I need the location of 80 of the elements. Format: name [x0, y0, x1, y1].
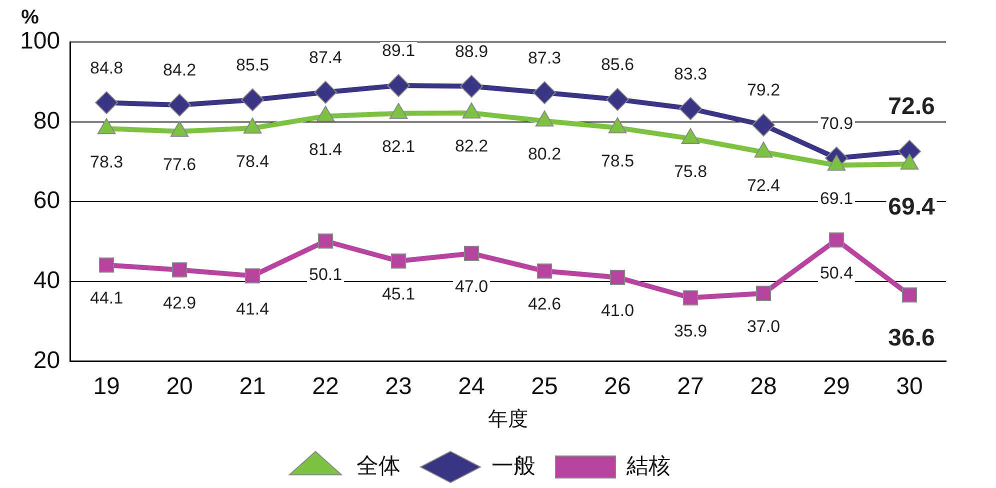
data-label: 82.1	[382, 137, 416, 156]
point	[610, 270, 626, 285]
data-label: 87.4	[308, 48, 342, 67]
point	[533, 81, 556, 104]
x-tick-label: 19	[93, 373, 120, 400]
point	[318, 234, 334, 249]
data-label: 69.4	[888, 194, 936, 221]
point	[606, 88, 630, 111]
point	[314, 80, 338, 104]
data-label: 78.5	[600, 151, 634, 170]
point	[460, 74, 484, 98]
data-label: 85.6	[600, 55, 634, 74]
legend-label: 結核	[626, 453, 670, 478]
data-label: 75.8	[674, 162, 708, 182]
data-label: 78.3	[90, 152, 124, 172]
point	[387, 74, 410, 97]
point	[828, 232, 844, 248]
point	[464, 246, 480, 262]
data-label: 72.6	[888, 92, 935, 120]
data-label: 36.6	[888, 324, 935, 352]
x-tick-label: 21	[239, 373, 266, 400]
point	[168, 94, 192, 117]
point	[682, 290, 698, 306]
y-tick-label: 60	[33, 187, 60, 214]
point	[172, 262, 188, 278]
data-label: 78.4	[236, 152, 270, 171]
point	[752, 113, 776, 136]
point	[679, 97, 702, 120]
data-label: 41.0	[600, 301, 634, 320]
data-label: 37.0	[746, 317, 780, 336]
data-label: 50.1	[308, 264, 342, 284]
data-label: 81.4	[308, 140, 342, 159]
x-tick-label: 26	[604, 373, 631, 400]
data-label: 42.6	[528, 294, 562, 314]
legend-label: 全体	[356, 453, 400, 478]
x-tick-label: 24	[458, 373, 485, 400]
data-label: 85.5	[236, 56, 270, 75]
x-axis-title: 年度	[488, 408, 528, 431]
data-label: 70.9	[820, 114, 854, 133]
point	[902, 287, 918, 303]
data-label: 83.3	[674, 64, 708, 84]
data-label: 80.2	[528, 144, 562, 164]
data-label: 41.4	[236, 300, 270, 318]
y-tick-label: 40	[33, 267, 60, 294]
y-tick-label: 20	[33, 346, 60, 374]
data-label: 89.1	[382, 41, 416, 60]
point	[95, 91, 118, 114]
data-label: 88.9	[454, 42, 488, 61]
point	[244, 268, 260, 284]
data-label: 79.2	[746, 80, 780, 100]
data-label: 47.0	[454, 277, 488, 296]
x-tick-label: 20	[166, 373, 193, 400]
data-label: 42.9	[162, 294, 196, 313]
data-label: 72.4	[746, 176, 780, 195]
point	[98, 257, 114, 273]
x-tick-label: 29	[823, 373, 850, 400]
point	[390, 253, 406, 269]
point	[536, 263, 552, 279]
point	[756, 286, 772, 301]
x-tick-label: 30	[896, 373, 923, 400]
x-tick-label: 22	[312, 373, 339, 400]
y-axis-title: %	[21, 6, 40, 29]
data-label: 50.4	[820, 264, 854, 283]
data-label: 82.2	[454, 136, 488, 156]
y-tick-label: 80	[33, 107, 60, 134]
y-tick-label: 100	[20, 28, 60, 55]
point	[241, 88, 264, 112]
x-tick-label: 23	[385, 373, 412, 400]
x-tick-label: 25	[531, 373, 558, 400]
x-tick-label: 27	[677, 373, 704, 400]
data-label: 84.2	[162, 60, 196, 80]
data-label: 45.1	[382, 284, 416, 304]
x-tick-label: 28	[750, 373, 777, 400]
data-label: 44.1	[90, 288, 124, 308]
legend-label: 一般	[492, 453, 536, 478]
data-label: 84.8	[90, 58, 124, 78]
data-label: 69.1	[820, 188, 854, 208]
data-label: 87.3	[528, 48, 562, 68]
data-label: 77.6	[162, 155, 196, 174]
data-label: 35.9	[674, 321, 708, 340]
